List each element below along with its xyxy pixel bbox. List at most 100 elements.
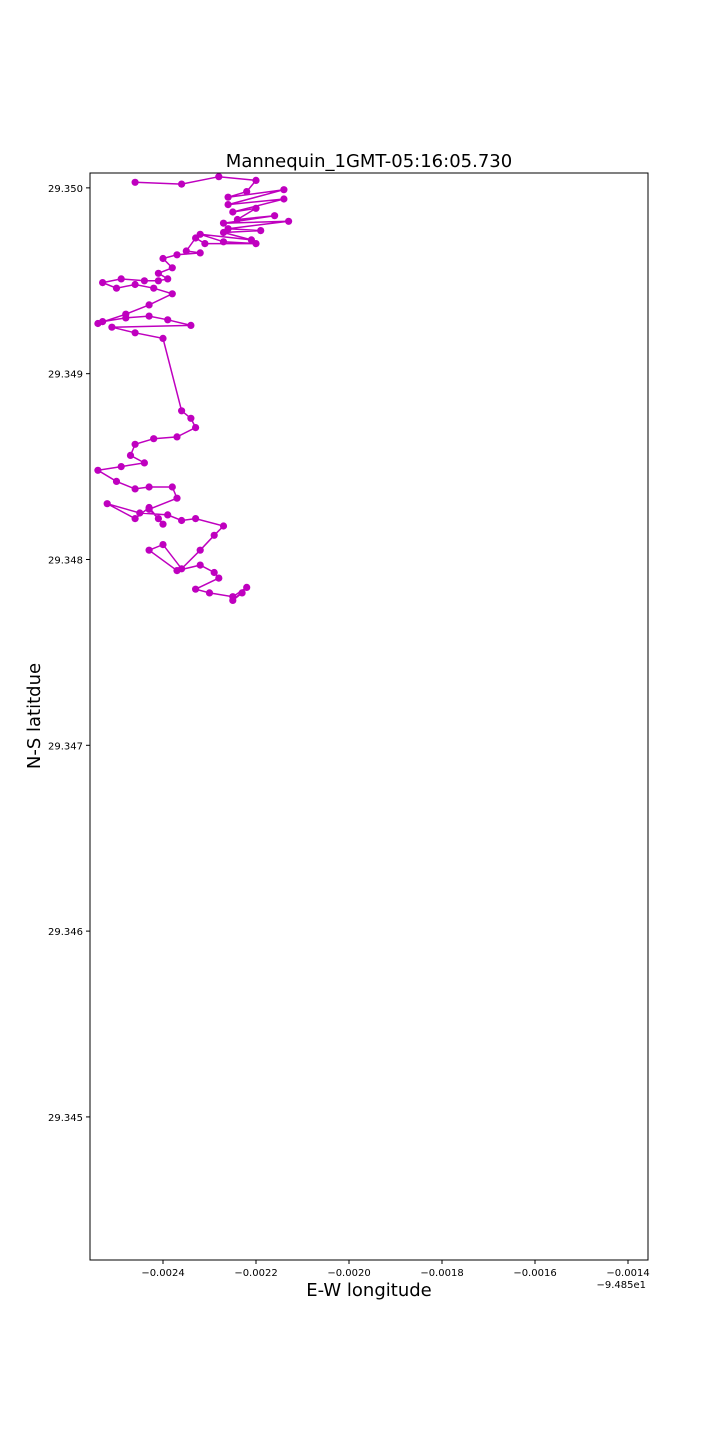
data-point [233, 215, 241, 224]
data-point [164, 316, 172, 324]
data-point [131, 178, 139, 186]
data-point [178, 407, 186, 415]
data-point [280, 186, 288, 194]
data-point [112, 284, 121, 292]
data-point [219, 522, 228, 530]
data-point [103, 500, 111, 508]
data-point [192, 424, 200, 432]
data-point [252, 204, 260, 212]
y-axis-label: N-S latitdue [24, 663, 45, 769]
data-point [229, 596, 237, 605]
data-point [201, 240, 209, 248]
data-point [164, 511, 172, 519]
x-tick-label: −0.0018 [420, 1268, 463, 1279]
plot-area [94, 173, 293, 605]
y-tick-label: 29.350 [48, 184, 83, 195]
x-axis-offset-label: −9.485e1 [596, 1280, 646, 1291]
data-point [285, 217, 293, 225]
data-point [187, 321, 195, 329]
data-point [99, 279, 107, 287]
data-point [140, 277, 148, 285]
y-tick-label: 29.348 [48, 555, 83, 566]
data-point [154, 277, 162, 285]
data-point [215, 574, 223, 582]
data-point [271, 212, 279, 220]
data-point [168, 483, 176, 491]
x-tick-label: −0.0014 [606, 1268, 649, 1279]
data-point [159, 520, 167, 528]
y-tick-label: 29.347 [48, 741, 83, 752]
y-axis: 29.345 29.346 29.347 29.348 29.349 29.350 [48, 184, 90, 1124]
data-point [112, 477, 121, 485]
data-point [219, 219, 228, 227]
data-point [187, 414, 195, 422]
data-point [178, 516, 186, 525]
y-tick-label: 29.345 [48, 1113, 83, 1124]
data-point [159, 254, 167, 263]
data-point [145, 312, 153, 320]
x-tick-label: −0.0022 [234, 1268, 277, 1279]
data-point [280, 195, 288, 203]
data-point [159, 334, 167, 342]
data-point [224, 193, 232, 201]
data-point [192, 234, 200, 242]
data-point [131, 485, 139, 493]
data-point [215, 173, 223, 181]
y-tick-label: 29.346 [48, 927, 83, 938]
data-point [178, 180, 186, 188]
x-tick-label: −0.0020 [327, 1268, 370, 1279]
data-point [173, 567, 181, 575]
data-point [205, 589, 214, 597]
data-point [224, 201, 232, 209]
data-point [182, 247, 190, 255]
x-tick-label: −0.0016 [513, 1268, 556, 1279]
data-point [94, 466, 102, 474]
data-point [136, 509, 144, 517]
data-point [117, 463, 125, 471]
chart-title: Mannequin_1GMT-05:16:05.730 [226, 151, 512, 172]
data-point [173, 494, 181, 502]
data-point [219, 228, 228, 237]
data-point [117, 275, 125, 283]
data-point [131, 440, 139, 448]
y-tick-label: 29.349 [48, 370, 83, 381]
plot-frame [89, 172, 649, 1261]
data-point [252, 176, 260, 184]
data-point [196, 249, 204, 257]
data-point [99, 318, 107, 326]
data-point [192, 585, 200, 593]
data-point [173, 251, 181, 259]
data-point [219, 238, 228, 246]
data-point [154, 515, 162, 523]
data-point [150, 435, 158, 443]
data-point [145, 503, 153, 512]
data-point [126, 451, 135, 459]
data-point [168, 264, 176, 272]
data-point [168, 290, 176, 298]
x-axis-label: E-W longitude [306, 1280, 431, 1301]
data-point [159, 541, 167, 549]
data-point [196, 561, 204, 569]
data-point [140, 459, 148, 467]
data-point [131, 515, 139, 523]
data-point [192, 515, 200, 523]
data-point [131, 329, 139, 337]
data-point [108, 323, 116, 331]
data-point [196, 546, 204, 554]
data-point [145, 301, 153, 309]
data-point [238, 589, 246, 597]
data-point [173, 433, 181, 441]
data-point [229, 208, 237, 216]
x-tick-label: −0.0024 [141, 1268, 184, 1279]
data-point [164, 275, 172, 283]
x-axis: −0.0024 −0.0022 −0.0020 −0.0018 −0.0016 −0.00… [141, 1260, 650, 1279]
data-point [210, 531, 218, 539]
data-point [243, 583, 251, 592]
data-point [150, 284, 158, 292]
data-point [252, 240, 260, 248]
data-point [145, 483, 153, 491]
data-point [243, 188, 251, 196]
data-point [122, 314, 130, 322]
